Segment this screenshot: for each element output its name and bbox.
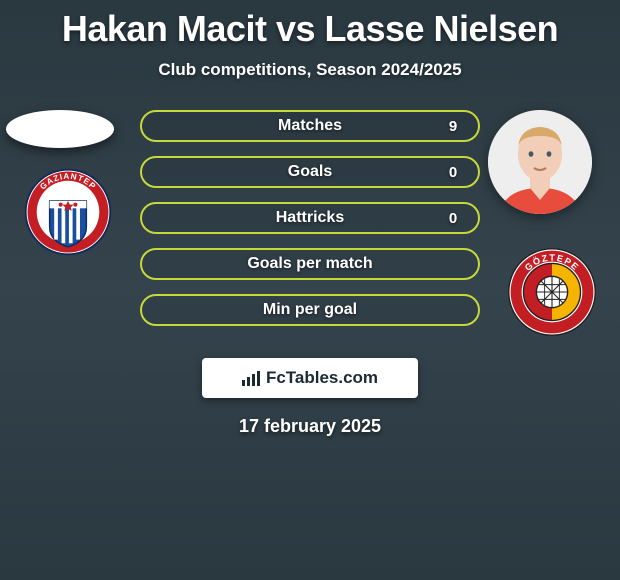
- stat-right-value: 0: [428, 210, 478, 227]
- stat-label: Goals per match: [192, 255, 428, 273]
- stat-row-min-per-goal: Min per goal: [140, 294, 480, 326]
- club-badge-left: GAZIANTEP: [22, 166, 114, 258]
- date-line: 17 february 2025: [0, 416, 620, 437]
- stat-row-hattricks: Hattricks 0: [140, 202, 480, 234]
- stat-row-matches: Matches 9: [140, 110, 480, 142]
- subtitle: Club competitions, Season 2024/2025: [0, 60, 620, 80]
- player-right-avatar: [488, 110, 592, 214]
- stats-area: GAZIANTEP: [0, 110, 620, 350]
- club-badge-right: GÖZTEPE: [506, 246, 598, 338]
- stat-label: Min per goal: [192, 301, 428, 319]
- page-title: Hakan Macit vs Lasse Nielsen: [0, 0, 620, 50]
- stat-row-goals: Goals 0: [140, 156, 480, 188]
- stat-label: Matches: [192, 117, 428, 135]
- brand-box: FcTables.com: [202, 358, 418, 398]
- brand-bars-icon: [242, 370, 260, 386]
- player-left-avatar: [6, 110, 114, 148]
- stat-right-value: 0: [428, 164, 478, 181]
- stat-label: Goals: [192, 163, 428, 181]
- stat-label: Hattricks: [192, 209, 428, 227]
- stat-right-value: 9: [428, 118, 478, 135]
- brand-text: FcTables.com: [266, 368, 378, 388]
- stat-row-goals-per-match: Goals per match: [140, 248, 480, 280]
- stat-rows: Matches 9 Goals 0 Hattricks 0 Goals per …: [140, 110, 480, 326]
